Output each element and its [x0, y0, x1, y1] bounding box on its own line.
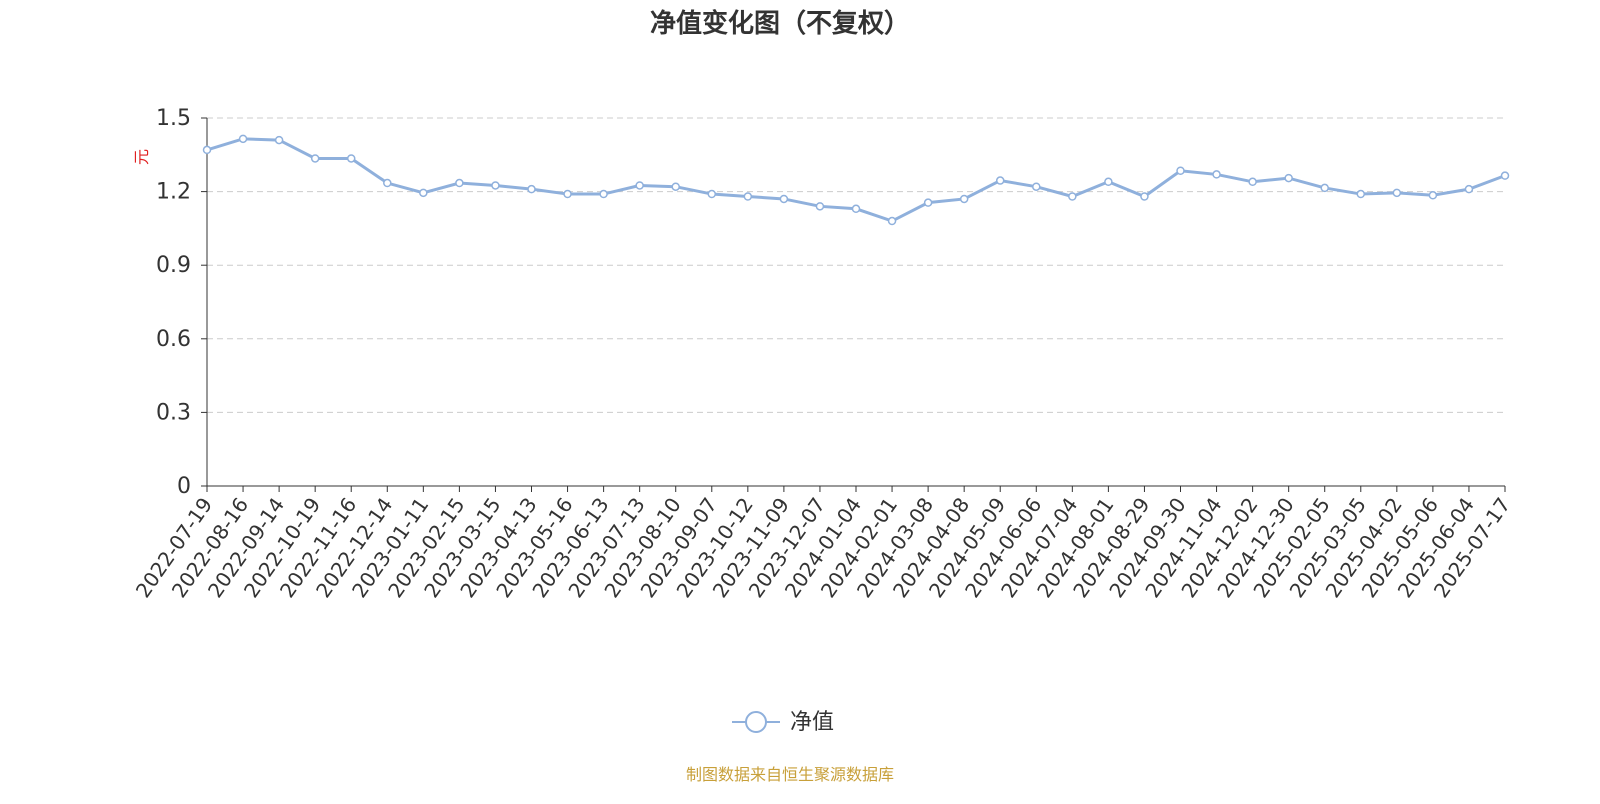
data-point: [274, 135, 284, 145]
y-tick-label: 0.6: [156, 327, 191, 352]
data-point: [455, 178, 464, 188]
data-point: [887, 216, 897, 226]
data-point: [1464, 184, 1474, 194]
data-point: [1212, 170, 1221, 179]
legend-marker: [745, 711, 767, 733]
chart-title: 净值变化图（不复权）: [650, 8, 910, 39]
data-point: [1392, 188, 1402, 198]
data-point: [419, 188, 428, 198]
y-tick-label: 0.9: [156, 253, 191, 278]
data-point: [238, 134, 248, 144]
data-point: [1176, 166, 1185, 175]
data-point: [491, 181, 500, 190]
data-point: [527, 184, 536, 194]
data-point: [671, 182, 680, 191]
data-point: [1356, 189, 1366, 199]
data-point: [346, 154, 356, 163]
data-point: [1428, 191, 1438, 200]
data-point: [1032, 182, 1041, 191]
data-point: [202, 145, 212, 155]
y-tick-label: 1.5: [156, 106, 191, 131]
data-point: [1140, 192, 1149, 201]
data-point: [923, 198, 933, 207]
data-point: [1500, 171, 1510, 180]
source-note: 制图数据来自恒生聚源数据库: [686, 765, 894, 784]
data-point: [310, 154, 320, 163]
data-point: [1068, 192, 1077, 201]
data-point: [707, 189, 717, 199]
y-axis-label: 元: [132, 149, 151, 165]
data-point: [383, 178, 392, 188]
data-point: [1284, 173, 1293, 183]
data-point: [743, 192, 753, 201]
y-tick-label: 0: [177, 474, 191, 499]
data-point: [1248, 177, 1257, 187]
data-point: [779, 194, 789, 204]
data-point: [815, 202, 825, 211]
data-point: [851, 204, 861, 214]
data-point: [995, 176, 1005, 185]
data-point: [599, 189, 608, 199]
y-tick-label: 1.2: [156, 180, 191, 205]
legend-label: 净值: [790, 710, 834, 735]
data-point: [1104, 177, 1113, 187]
y-tick-label: 0.3: [156, 400, 191, 425]
data-point: [635, 181, 644, 190]
data-point: [1320, 183, 1329, 193]
data-point: [959, 194, 969, 204]
data-point: [563, 189, 572, 199]
